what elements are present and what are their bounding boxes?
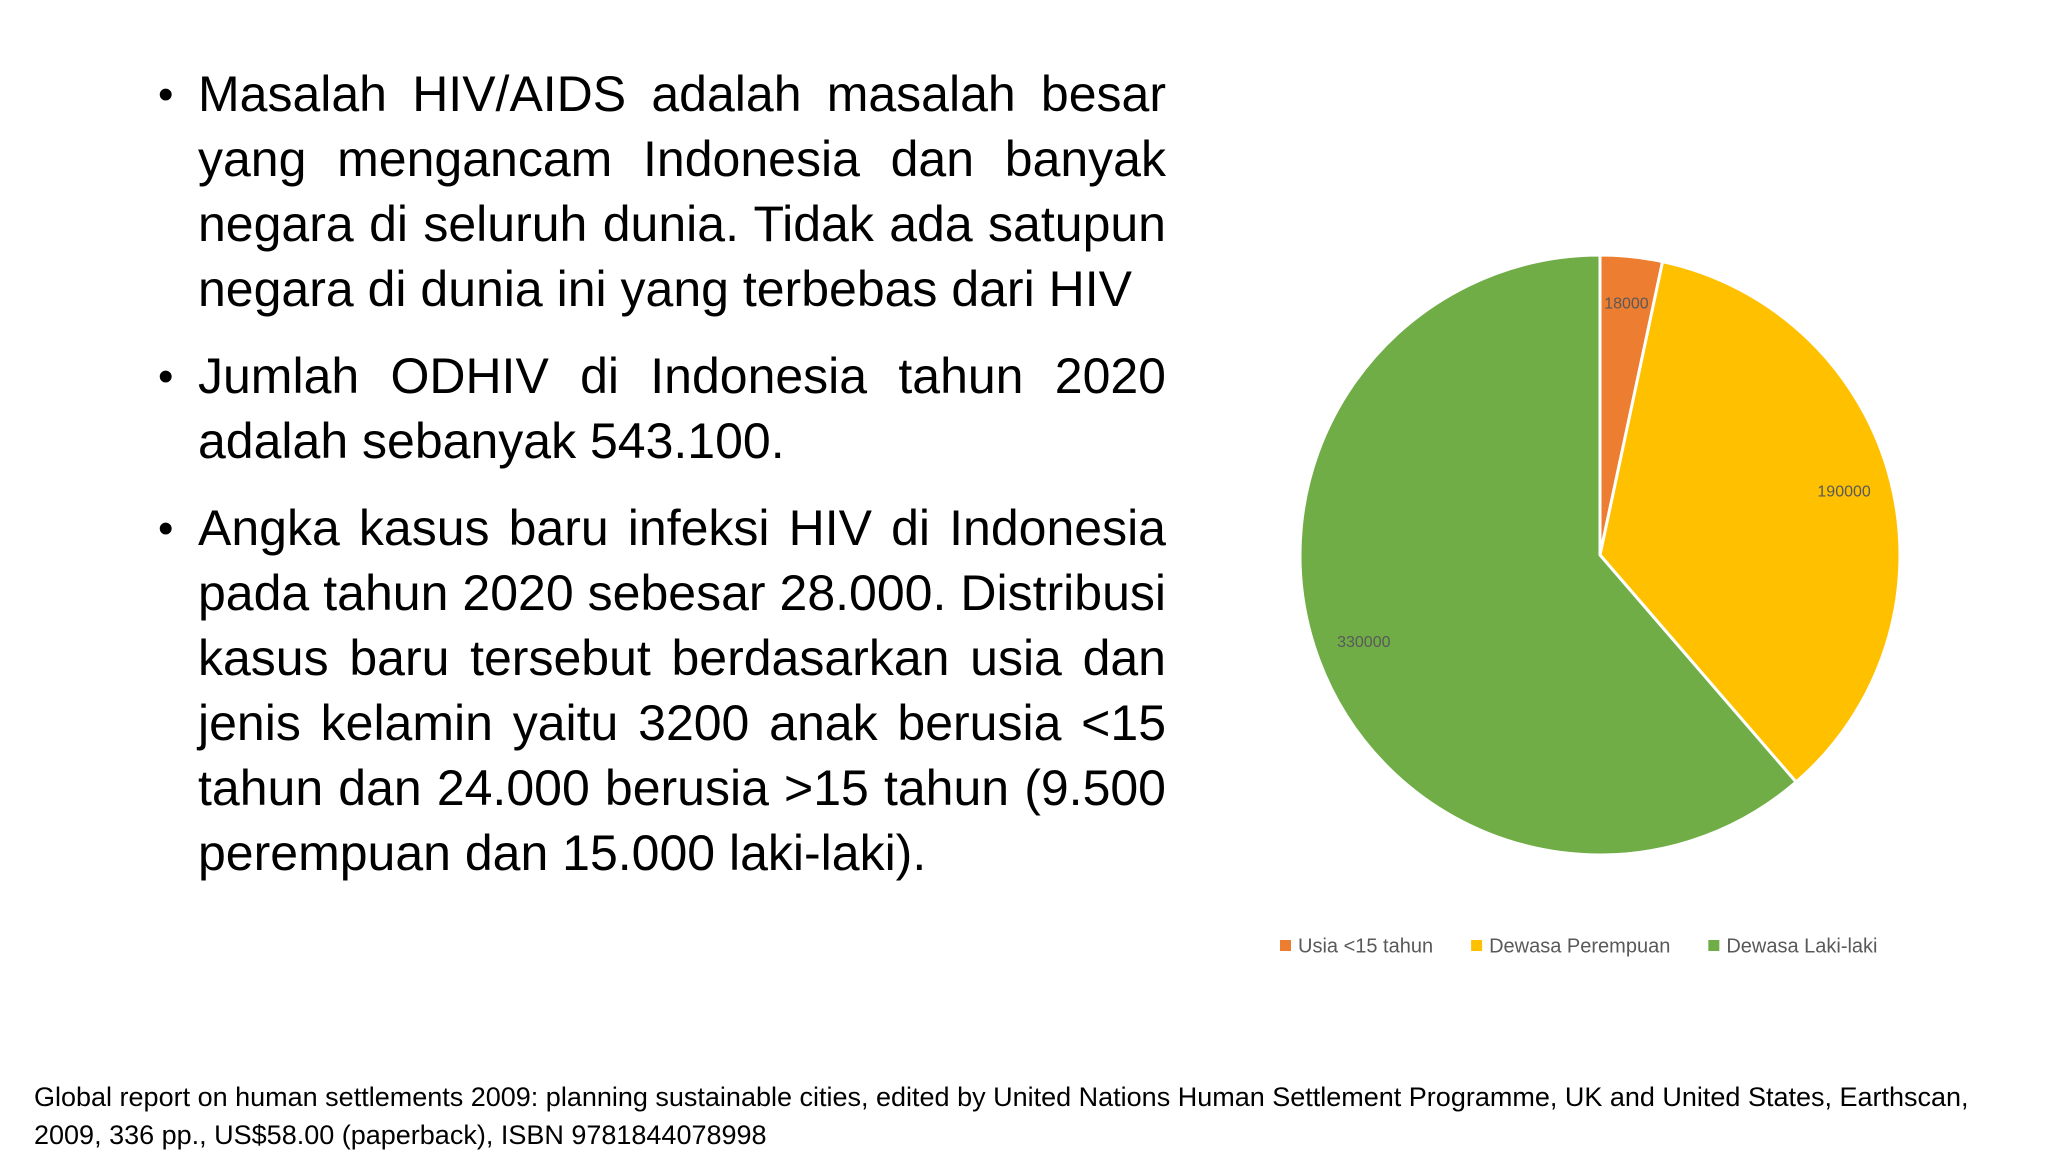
bullet-new-cases: • Angka kasus baru infeksi HIV di Indone…	[150, 496, 1166, 886]
pie-data-labels: 18000 190000 330000	[1337, 296, 1871, 652]
pie-chart-svg: 18000 190000 330000 Usia <15 tahun Dewasa P…	[1280, 253, 1902, 957]
bullet-symbol: •	[158, 70, 174, 119]
pie-data-label-2: 190000	[1817, 484, 1870, 501]
legend-swatch-3	[1708, 940, 1720, 951]
pie-chart: 18000 190000 330000 Usia <15 tahun Dewasa P…	[1260, 235, 2020, 975]
pie-slice-3	[1298, 253, 1799, 857]
bullet-text: Jumlah ODHIV di Indonesia tahun 2020 ada…	[198, 348, 1166, 469]
bullet-symbol: •	[158, 352, 174, 401]
bullet-text: Masalah HIV/AIDS adalah masalah besar ya…	[198, 66, 1166, 317]
bullet-text: Angka kasus baru infeksi HIV di Indonesi…	[198, 500, 1166, 881]
pie-slices	[1298, 253, 1902, 857]
bullet-hiv-problem: • Masalah HIV/AIDS adalah masalah besar …	[150, 62, 1166, 322]
chart-legend: Usia <15 tahun Dewasa Perempuan Dewasa Lak…	[1280, 935, 1878, 957]
bullet-list: • Masalah HIV/AIDS adalah masalah besar …	[150, 62, 1166, 908]
bullet-odhiv-count: • Jumlah ODHIV di Indonesia tahun 2020 a…	[150, 344, 1166, 474]
citation-footer: Global report on human settlements 2009:…	[34, 1082, 1969, 1150]
bullet-symbol: •	[158, 504, 174, 553]
pie-data-label-3: 330000	[1337, 634, 1390, 651]
legend-swatch-2	[1471, 940, 1483, 951]
legend-label-3: Dewasa Laki-laki	[1726, 935, 1877, 957]
legend-swatch-1	[1280, 940, 1291, 951]
pie-slice-2	[1598, 259, 1902, 785]
legend-label-1: Usia <15 tahun	[1298, 935, 1433, 957]
legend-label-2: Dewasa Perempuan	[1489, 935, 1670, 957]
pie-data-label-1: 18000	[1604, 296, 1649, 313]
